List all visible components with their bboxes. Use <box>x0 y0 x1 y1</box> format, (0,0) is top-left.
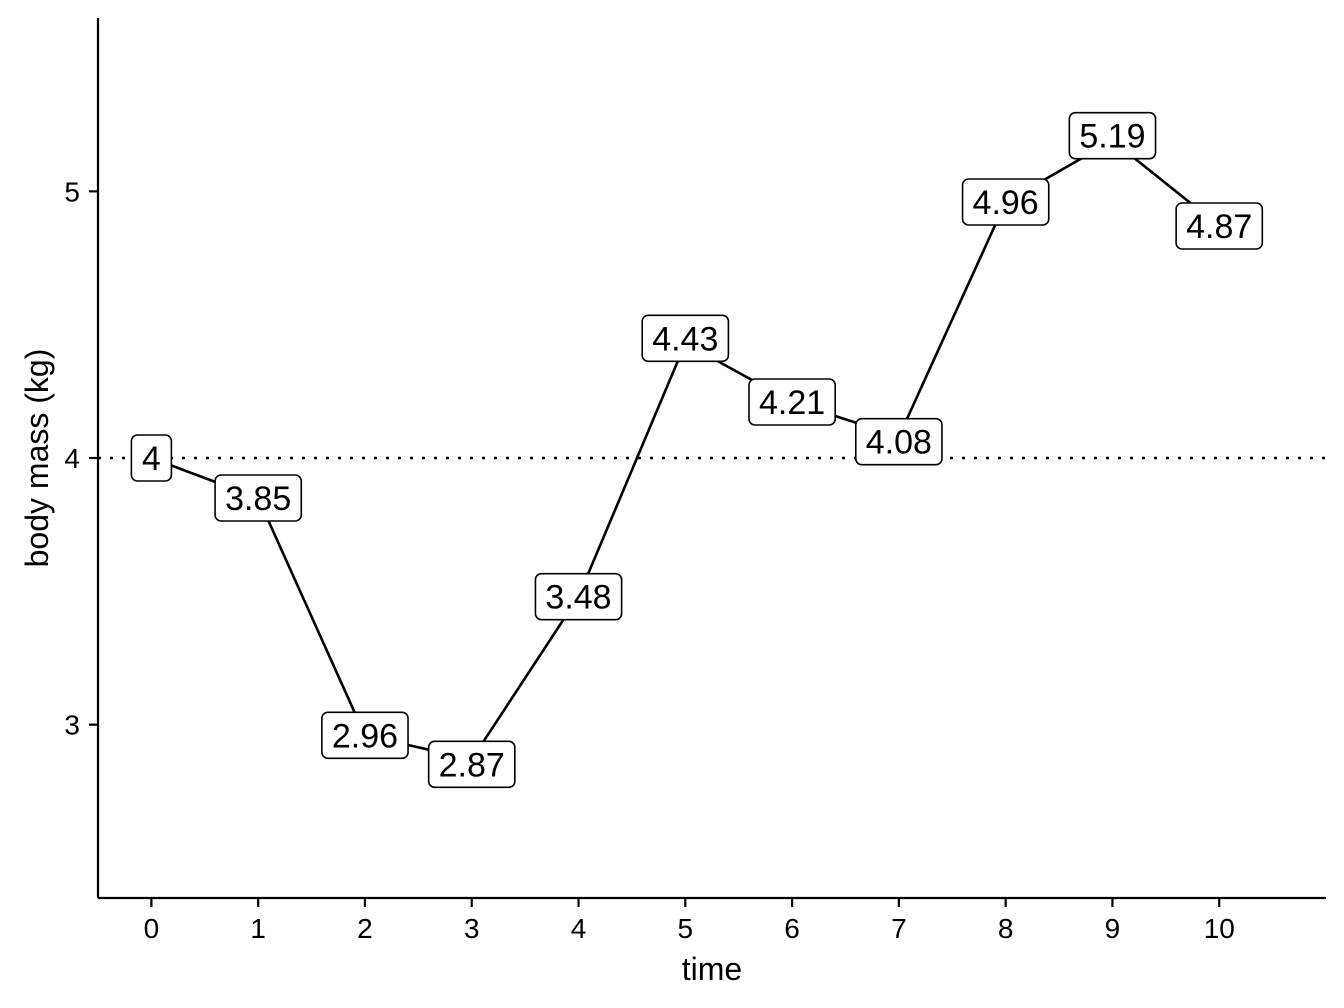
x-axis-title: time <box>682 951 742 987</box>
point-label: 4.96 <box>961 178 1050 226</box>
y-tick-label: 4 <box>64 443 80 474</box>
point-label-text: 4.96 <box>973 184 1039 222</box>
point-label-text: 4.87 <box>1186 208 1252 246</box>
x-tick-label: 0 <box>144 913 160 944</box>
x-tick-label: 5 <box>678 913 694 944</box>
x-tick-label: 3 <box>464 913 480 944</box>
x-tick-label: 8 <box>998 913 1014 944</box>
point-label-text: 4.21 <box>759 384 825 422</box>
point-label-text: 2.87 <box>439 746 505 784</box>
x-tick-label: 10 <box>1204 913 1235 944</box>
series-line <box>150 139 1221 761</box>
point-label-box <box>854 417 943 466</box>
point-label: 5.19 <box>1068 111 1157 160</box>
point-label-text: 4.43 <box>652 320 718 358</box>
point-label: 4 <box>130 434 173 482</box>
point-label-box <box>961 178 1050 226</box>
point-label: 4.43 <box>641 314 730 363</box>
x-tick-label: 6 <box>784 913 800 944</box>
point-label-text: 3.85 <box>225 480 291 518</box>
point-label: 2.96 <box>321 711 409 760</box>
point-label: 3.85 <box>214 474 303 522</box>
point-label-box <box>641 314 730 363</box>
x-tick-label: 4 <box>571 913 587 944</box>
point-label: 4.21 <box>748 378 836 426</box>
point-label-text: 2.96 <box>332 717 398 755</box>
point-label-box <box>748 378 836 426</box>
point-label-box <box>427 740 516 789</box>
point-label-text: 5.19 <box>1079 118 1145 156</box>
y-axis-title: body mass (kg) <box>19 349 55 568</box>
point-label: 4.87 <box>1175 202 1264 250</box>
point-label-box <box>130 434 173 482</box>
point-label-box <box>214 474 303 522</box>
y-tick-label: 5 <box>64 176 80 207</box>
x-tick-label: 1 <box>250 913 266 944</box>
point-label-text: 3.48 <box>545 579 611 617</box>
point-label: 3.48 <box>534 572 623 621</box>
point-label: 2.87 <box>427 740 516 789</box>
point-label-text: 4.08 <box>866 424 932 462</box>
point-label-box <box>321 711 409 760</box>
point-label-box <box>1175 202 1264 250</box>
x-tick-label: 2 <box>357 913 373 944</box>
y-tick-label: 3 <box>64 710 80 741</box>
point-label-box <box>1068 111 1157 160</box>
point-label-text: 4 <box>142 440 161 478</box>
x-tick-label: 9 <box>1105 913 1121 944</box>
point-label: 4.08 <box>854 417 943 466</box>
point-label-box <box>534 572 623 621</box>
x-tick-label: 7 <box>891 913 907 944</box>
